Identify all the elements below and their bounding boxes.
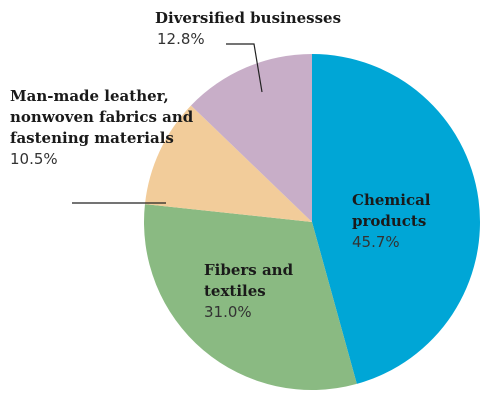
value-label: 12.8% — [157, 30, 205, 48]
pie-slice — [190, 53, 312, 222]
value-label: 10.5% — [10, 150, 58, 168]
category-label: Chemical products — [352, 191, 431, 230]
value-label: 45.7% — [352, 233, 400, 251]
leader-line — [226, 43, 263, 93]
pie-slice — [312, 54, 480, 384]
pie-slice — [143, 204, 357, 390]
pie-slice — [144, 105, 312, 222]
value-label: 31.0% — [204, 303, 252, 321]
category-label: Man-made leather, nonwoven fabrics and f… — [10, 87, 194, 147]
category-label: Diversified businesses — [155, 9, 342, 27]
slice-label: Diversified businesses 12.8% — [155, 8, 415, 50]
slice-label: Fibers and textiles 31.0% — [204, 260, 324, 323]
category-label: Fibers and textiles — [204, 261, 294, 300]
slice-label: Man-made leather, nonwoven fabrics and f… — [10, 86, 200, 170]
slice-label: Chemical products 45.7% — [352, 190, 462, 253]
